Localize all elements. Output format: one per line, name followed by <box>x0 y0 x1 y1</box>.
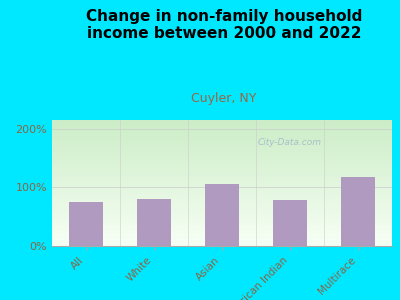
Text: City-Data.com: City-Data.com <box>258 138 322 147</box>
Bar <box>69 202 103 246</box>
Bar <box>341 177 375 246</box>
Bar <box>137 199 171 246</box>
Text: Cuyler, NY: Cuyler, NY <box>191 92 257 104</box>
Text: Change in non-family household
income between 2000 and 2022: Change in non-family household income be… <box>86 9 362 41</box>
Bar <box>205 184 239 246</box>
Bar <box>273 200 307 246</box>
